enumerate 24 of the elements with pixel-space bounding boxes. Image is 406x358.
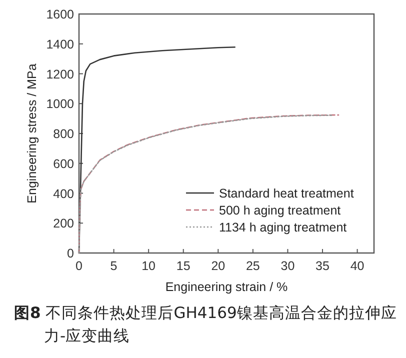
x-axis-title: Engineering strain / %	[165, 280, 288, 294]
x-tick-label: 10	[142, 259, 156, 273]
y-tick-label: 1600	[46, 8, 74, 22]
x-tick-label: 35	[316, 259, 330, 273]
legend-label: Standard heat treatment	[219, 186, 354, 200]
legend-label: 500 h aging treatment	[219, 204, 342, 218]
x-tick-label: 20	[211, 259, 226, 273]
y-tick-label: 200	[53, 216, 74, 231]
y-tick-label: 0	[67, 246, 74, 260]
y-tick-label: 800	[53, 127, 74, 141]
legend-label: 1134 h aging treatment	[219, 220, 348, 234]
y-tick-label: 400	[53, 186, 74, 201]
y-tick-label: 600	[53, 156, 74, 171]
text: 图8 不同条件热处理后GH4169镍基高温合金的拉伸应力-应变曲线	[14, 304, 397, 345]
y-tick-label: 1000	[46, 97, 74, 112]
x-tick-label: 30	[280, 259, 295, 273]
x-tick-label: 15	[176, 259, 190, 273]
x-tick-label: 25	[246, 259, 260, 273]
x-tick-label: 5	[110, 259, 118, 273]
x-tick-label: 40	[350, 259, 364, 273]
x-tick-label: 0	[76, 259, 83, 273]
y-tick-label: 1200	[46, 67, 74, 82]
y-tick-label: 1400	[46, 37, 74, 52]
y-axis-title: Engineering stress / MPa	[25, 64, 39, 204]
